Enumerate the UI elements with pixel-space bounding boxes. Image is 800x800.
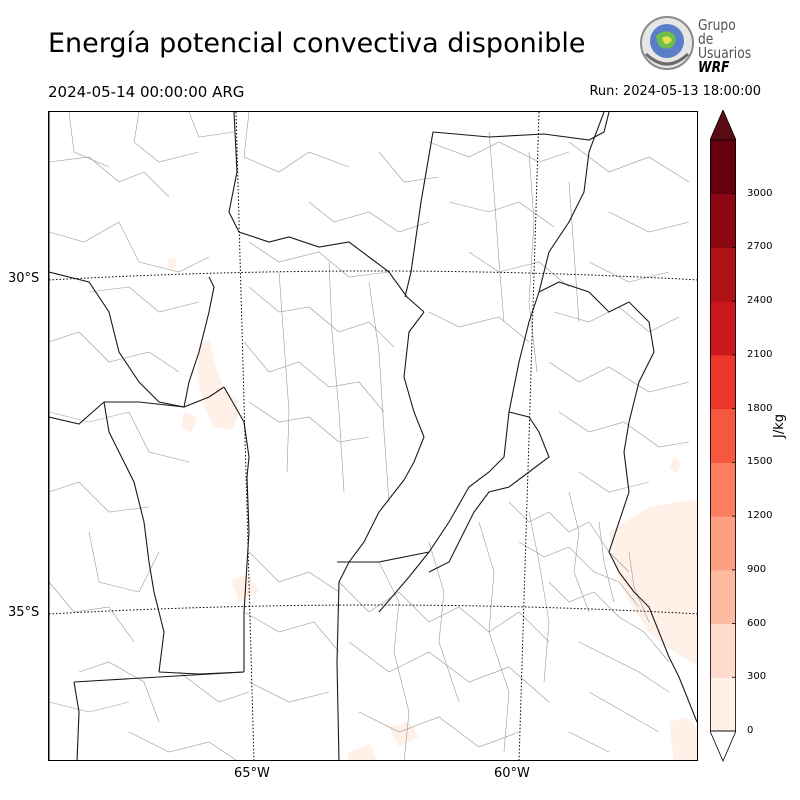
colorbar-tick-label: 0: [747, 725, 754, 736]
colorbar-tick-label: 1800: [747, 402, 773, 414]
colorbar-tick-label: 900: [747, 563, 767, 575]
colorbar-over-triangle: [710, 110, 736, 141]
cape-patch: [609, 500, 697, 666]
lon-label-65w: 65°W: [234, 766, 270, 781]
colorbar-bin: [710, 462, 736, 517]
province-border: [49, 401, 105, 425]
map-title: Energía potencial convectiva disponible: [48, 28, 586, 59]
lat-label-35s: 35°S: [8, 605, 40, 620]
province-border: [378, 112, 605, 613]
run-time: Run: 2024-05-13 18:00:00: [589, 84, 761, 99]
map-panel: [48, 111, 698, 761]
colorbar-bin: [710, 140, 736, 195]
province-border: [183, 276, 215, 408]
province-border: [49, 112, 50, 760]
cape-patch: [167, 257, 177, 270]
colorbar-tick-label: 600: [747, 617, 767, 629]
colorbar-under-triangle: [710, 730, 736, 762]
wrf-logo: Grupo de Usuarios WRF: [638, 14, 763, 76]
colorbar-tick-label: 2100: [747, 348, 773, 360]
graticule: [49, 112, 697, 760]
colorbar-bin: [710, 516, 736, 571]
colorbar-bin: [710, 569, 736, 625]
cape-patch: [347, 744, 378, 760]
colorbar-bin: [710, 193, 736, 248]
cape-patch: [389, 722, 419, 747]
department-boundaries: [49, 112, 690, 760]
province-border: [538, 281, 697, 723]
province-border: [228, 112, 425, 313]
colorbar-tick-label: 3000: [747, 187, 773, 199]
colorbar-bin: [710, 677, 736, 732]
logo-text: Grupo de Usuarios WRF: [698, 16, 752, 76]
latitude-line-35s: [49, 604, 697, 615]
colorbar: [710, 110, 736, 762]
cape-map: [49, 112, 697, 760]
colorbar-tick-label: 300: [747, 671, 767, 683]
province-border: [404, 112, 610, 298]
colorbar-tick-label: 1200: [747, 510, 773, 522]
cape-patch: [669, 457, 681, 474]
globe-icon: [640, 16, 694, 70]
province-border: [428, 411, 550, 573]
cape-patch: [181, 412, 197, 432]
province-borders: [49, 112, 697, 760]
lat-label-30s: 30°S: [8, 271, 40, 286]
colorbar-bin: [710, 623, 736, 678]
colorbar-tick-label: 2700: [747, 241, 773, 253]
colorbar-outline: [710, 139, 736, 732]
latitude-line-30s: [49, 270, 697, 281]
colorbar-tick-label: 2400: [747, 295, 773, 307]
colorbar-bin: [710, 301, 736, 356]
colorbar-tick-label: 1500: [747, 456, 773, 468]
province-border: [73, 681, 80, 760]
province-border: [223, 386, 250, 478]
colorbar-bin: [710, 408, 736, 463]
province-border: [104, 401, 185, 408]
lon-label-60w: 60°W: [494, 766, 530, 781]
colorbar-bin: [710, 354, 736, 410]
colorbar-bin: [710, 247, 736, 302]
province-border: [403, 311, 425, 481]
cape-patch: [197, 340, 239, 430]
province-border: [103, 401, 165, 673]
province-border: [337, 551, 430, 563]
province-border: [336, 479, 405, 760]
province-border: [243, 476, 250, 672]
province-border: [49, 271, 225, 408]
colorbar-label: J/kg: [772, 414, 787, 438]
province-border: [73, 671, 245, 683]
cape-shading: [167, 257, 697, 760]
longitude-line-65w: [235, 112, 255, 760]
cape-patch: [669, 717, 697, 760]
valid-time: 2024-05-14 00:00:00 ARG: [48, 83, 245, 101]
